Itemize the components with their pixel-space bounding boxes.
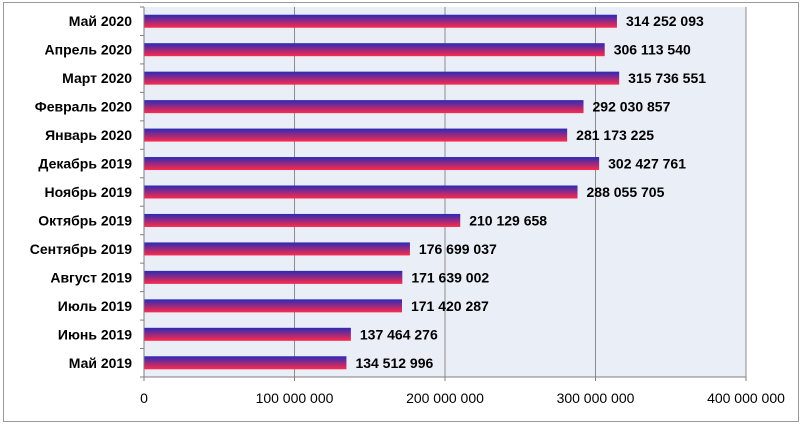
data-label: 288 055 705 [587, 184, 665, 200]
category-label: Июнь 2019 [58, 326, 132, 342]
category-label: Сентябрь 2019 [30, 241, 132, 257]
data-label: 314 252 093 [626, 13, 704, 29]
x-tick-label: 100 000 000 [256, 390, 334, 406]
horizontal-bar-chart: Май 2020 314 252 093 Апрель 2020 306 113 54… [30, 6, 785, 406]
bar [144, 213, 461, 227]
data-label: 281 173 225 [576, 127, 654, 143]
data-label: 137 464 276 [360, 326, 438, 342]
bar [144, 43, 605, 57]
data-label: 302 427 761 [608, 156, 686, 172]
x-tick-label: 0 [140, 390, 148, 406]
bar [144, 242, 410, 256]
category-label: Май 2020 [69, 13, 132, 29]
data-label: 171 420 287 [411, 298, 489, 314]
bar [144, 270, 403, 284]
category-label: Февраль 2020 [35, 99, 132, 115]
category-label: Ноябрь 2019 [45, 184, 133, 200]
data-label: 306 113 540 [614, 42, 691, 58]
bar [144, 185, 578, 199]
category-label: Март 2020 [62, 70, 132, 86]
data-label: 176 699 037 [419, 241, 497, 257]
x-tick-label: 400 000 000 [707, 390, 785, 406]
bar [144, 327, 351, 341]
bar [144, 14, 617, 28]
bar [144, 128, 568, 142]
category-label: Январь 2020 [45, 127, 132, 143]
x-tick-label: 300 000 000 [557, 390, 635, 406]
data-label: 171 639 002 [411, 269, 489, 285]
category-label: Август 2019 [50, 269, 132, 285]
bar [144, 157, 600, 171]
data-label: 134 512 996 [355, 355, 433, 371]
data-label: 315 736 551 [628, 70, 706, 86]
category-label: Декабрь 2019 [38, 156, 132, 172]
data-label: 292 030 857 [593, 99, 671, 115]
x-tick-label: 200 000 000 [406, 390, 484, 406]
bar [144, 71, 620, 85]
category-label: Октябрь 2019 [38, 212, 132, 228]
category-label: Май 2019 [69, 355, 132, 371]
chart-frame: Май 2020 314 252 093 Апрель 2020 306 113 54… [3, 2, 799, 422]
bar [144, 356, 347, 370]
category-label: Июль 2019 [58, 298, 132, 314]
bar [144, 100, 584, 114]
bar [144, 299, 402, 313]
data-label: 210 129 658 [469, 212, 547, 228]
category-label: Апрель 2020 [45, 42, 133, 58]
